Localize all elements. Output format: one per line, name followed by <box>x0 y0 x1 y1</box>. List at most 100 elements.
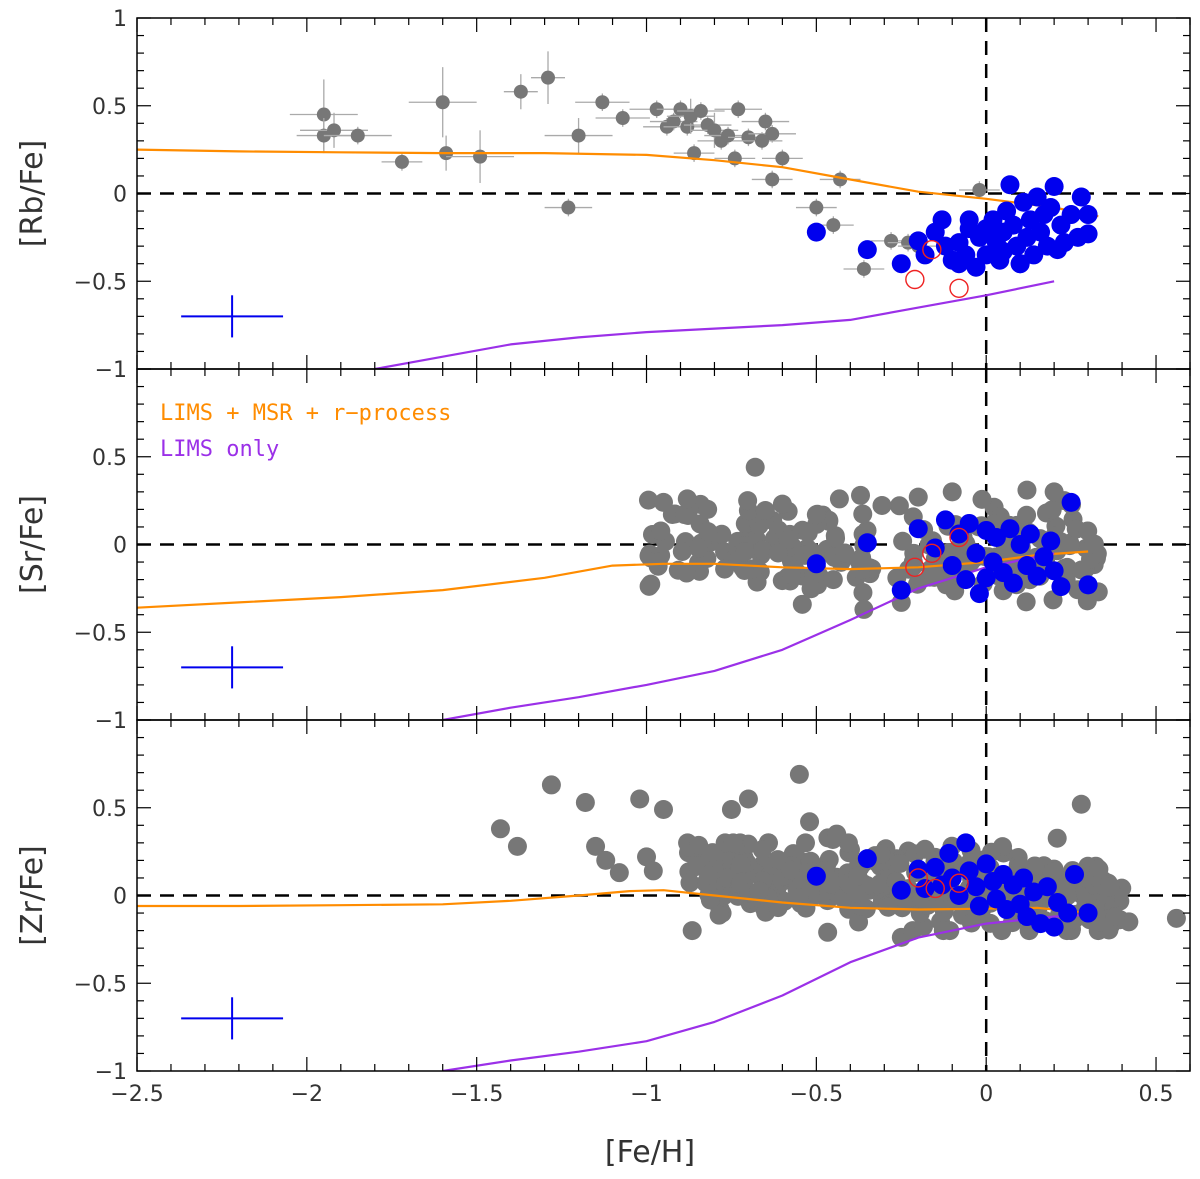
grey-point <box>596 850 616 870</box>
grey-point <box>654 800 673 820</box>
grey-point <box>765 126 780 141</box>
red-open-point <box>949 873 969 893</box>
grey-point <box>698 499 718 519</box>
grey-point <box>849 912 869 932</box>
grey-point <box>795 833 815 853</box>
blue-point <box>1027 566 1047 586</box>
grey-point <box>675 505 695 525</box>
grey-point <box>677 489 697 509</box>
grey-point <box>829 489 849 509</box>
grey-point <box>1084 534 1104 554</box>
grey-point <box>848 866 868 886</box>
grey-point <box>513 84 528 99</box>
plot-area <box>137 720 1190 1071</box>
grey-point <box>753 540 773 560</box>
grey-point <box>782 565 802 585</box>
blue-point <box>1027 187 1047 207</box>
grey-point <box>856 261 871 276</box>
grey-point <box>741 130 756 145</box>
y-tick-label: −0.5 <box>74 972 127 997</box>
blue-point <box>908 519 928 539</box>
grey-point <box>738 834 758 854</box>
x-tick-label: 0.5 <box>1139 1082 1174 1107</box>
grey-point <box>1042 862 1062 882</box>
blue-point <box>1044 917 1064 937</box>
panel-3: 0.5 0 −0.5 −1 [Zr/Fe] <box>15 719 1191 1085</box>
blue-point <box>959 210 979 230</box>
blue-point <box>925 538 945 558</box>
grey-point <box>1016 592 1036 612</box>
blue-point <box>1041 198 1061 218</box>
grey-point <box>350 128 365 143</box>
red-open-point <box>922 239 942 260</box>
y-tick-label: 0 <box>113 534 127 559</box>
y-tick-label: 0 <box>113 885 127 910</box>
grey-point <box>778 530 798 550</box>
blue-point <box>891 580 911 600</box>
grey-point <box>749 881 769 901</box>
grey-point <box>768 850 788 870</box>
grey-point <box>745 457 765 477</box>
grey-point <box>721 800 741 820</box>
grey-point <box>798 523 818 543</box>
y-tick-label: −1 <box>95 358 127 383</box>
grey-point <box>826 528 846 548</box>
blue-point <box>956 833 976 853</box>
legend-entry-orange: LIMS + MSR + r−process <box>160 401 451 426</box>
blue-point <box>942 556 962 576</box>
grey-point <box>972 182 987 197</box>
blue-point <box>925 857 945 877</box>
grey-point <box>1044 482 1064 502</box>
blue-point <box>1044 561 1064 581</box>
x-tick-label: −0.5 <box>790 1082 843 1107</box>
grey-point <box>870 874 890 894</box>
x-axis-label: [Fe/H] <box>605 1135 695 1170</box>
red-open-point <box>925 878 945 899</box>
blue-point <box>1020 524 1040 544</box>
purple-model-curve <box>442 552 1055 720</box>
blue-point <box>1010 254 1030 274</box>
blue-point <box>959 513 979 533</box>
grey-point <box>709 905 729 925</box>
blue-point <box>966 543 986 563</box>
grey-point <box>789 764 809 784</box>
y-tick-label: 1 <box>113 7 127 32</box>
blue-point <box>1000 175 1020 195</box>
orange-model-curve <box>137 550 1089 609</box>
blue-point <box>1058 903 1078 923</box>
blue-point <box>1065 864 1085 884</box>
grey-point <box>893 531 913 551</box>
grey-point <box>780 860 800 880</box>
grey-point <box>672 541 692 561</box>
grey-point <box>682 921 702 941</box>
grey-point <box>1047 828 1067 848</box>
panel-2: 0.5 0 −0.5 −1 [Sr/Fe] <box>15 368 1191 734</box>
y-tick-label: 0.5 <box>92 446 127 471</box>
grey-point <box>630 789 650 809</box>
x-tick-label: −2 <box>291 1082 323 1107</box>
blue-point <box>986 527 1006 547</box>
blue-point <box>1034 547 1054 567</box>
grey-point <box>638 490 658 510</box>
panel-1: 1 0.5 0 −0.5 −1 [Rb/Fe] <box>15 7 1191 383</box>
grey-point <box>615 111 630 126</box>
blue-point <box>976 854 996 874</box>
blue-point <box>935 510 955 530</box>
grey-point <box>680 873 700 893</box>
grey-point <box>1060 536 1080 556</box>
blue-point <box>956 570 976 590</box>
y-tick-label: −1 <box>95 1060 127 1085</box>
grey-point <box>643 861 663 881</box>
grey-point <box>1017 505 1037 525</box>
grey-point <box>435 95 450 110</box>
grey-point <box>806 505 826 525</box>
blue-point <box>891 254 911 274</box>
red-open-point <box>949 278 969 298</box>
y-tick-label: 0 <box>113 183 127 208</box>
grey-point <box>641 574 661 594</box>
blue-point <box>932 210 952 230</box>
blue-point <box>976 568 996 588</box>
grey-point <box>853 583 873 603</box>
grey-point <box>755 500 775 520</box>
blue-point <box>1014 868 1034 888</box>
